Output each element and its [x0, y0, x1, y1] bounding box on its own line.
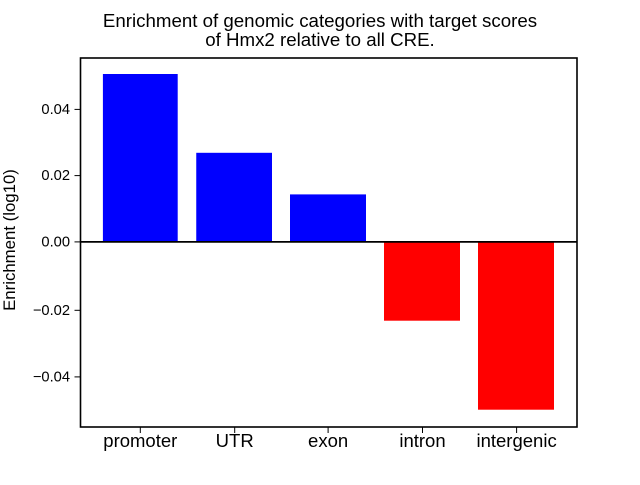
svg-text:exon: exon	[308, 430, 348, 451]
svg-text:0.00: 0.00	[41, 235, 70, 251]
svg-text:−0.02: −0.02	[33, 303, 70, 319]
svg-text:Enrichment of genomic categori: Enrichment of genomic categories with ta…	[103, 10, 537, 31]
svg-text:0.02: 0.02	[41, 168, 70, 184]
svg-text:intergenic: intergenic	[476, 430, 556, 451]
svg-text:Enrichment (log10): Enrichment (log10)	[0, 169, 19, 311]
svg-text:intron: intron	[399, 430, 445, 451]
svg-text:of Hmx2 relative to all CRE.: of Hmx2 relative to all CRE.	[205, 29, 435, 50]
svg-text:−0.04: −0.04	[33, 370, 70, 386]
svg-text:promoter: promoter	[103, 430, 177, 451]
svg-text:UTR: UTR	[216, 430, 254, 451]
svg-text:0.04: 0.04	[41, 102, 70, 118]
